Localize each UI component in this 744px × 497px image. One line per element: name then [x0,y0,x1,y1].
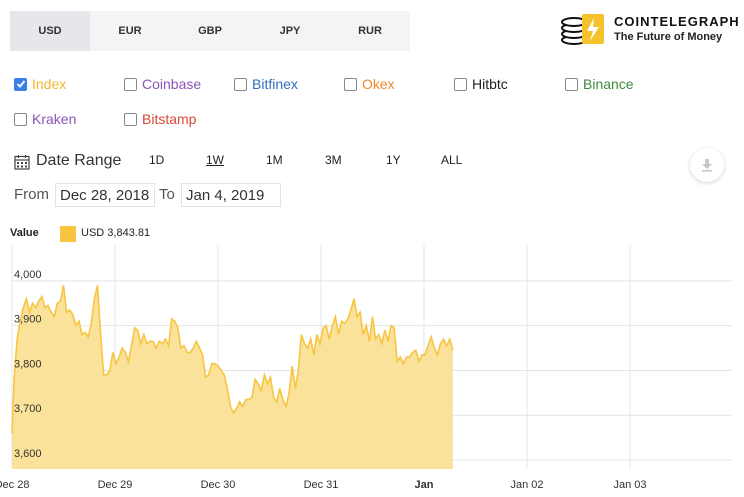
currency-tab-jpy[interactable]: JPY [279,25,301,37]
checkbox[interactable] [565,77,578,91]
date-range-row: Date Range 1D 1W 1M 3M 1Y ALL [14,148,734,182]
checkbox[interactable] [344,77,357,91]
brand-tagline: The Future of Money [614,31,723,43]
series-swatch [60,226,76,242]
calendar-icon [14,155,30,170]
exchange-filters: Index Coinbase Bitfinex Okex Hitbtc Binance Kr… [14,74,734,134]
exchange-okex[interactable]: Okex [344,74,395,94]
x-tick-label: Dec 31 [304,479,339,491]
exchange-label: Coinbase [142,76,202,92]
download-icon [702,159,712,172]
range-all[interactable]: ALL [441,153,463,167]
from-label: From [14,186,49,203]
currency-tab-gbp[interactable]: GBP [198,25,222,37]
x-tick-label: Jan [415,479,434,491]
checkbox[interactable] [234,77,247,91]
date-range-title: Date Range [36,152,122,169]
y-tick-label: 3,800 [14,358,42,370]
exchange-label: Bitstamp [142,111,197,127]
currency-tab-usd[interactable]: USD [10,11,90,51]
brand-name: COINTELEGRAPH [614,14,740,29]
brand-logo-block: COINTELEGRAPH The Future of Money [560,10,740,50]
range-1m[interactable]: 1M [266,153,283,167]
price-chart[interactable]: 3,600 3,700 3,800 3,900 4,000 Dec 28 Dec 29 Dec… [0,245,744,497]
currency-tab-rur[interactable]: RUR [358,25,382,37]
exchange-hitbtc[interactable]: Hitbtc [454,74,508,94]
exchange-bitstamp[interactable]: Bitstamp [124,109,196,129]
exchange-index[interactable]: Index [14,74,66,94]
checkbox[interactable] [124,112,137,126]
range-1y[interactable]: 1Y [386,153,401,167]
currency-tab-eur[interactable]: EUR [118,25,142,37]
series-line [11,285,454,434]
checkbox[interactable] [14,112,27,126]
value-text: USD 3,843.81 [81,227,151,239]
x-tick-label: Dec 29 [98,479,133,491]
x-tick-label: Jan 02 [510,479,543,491]
y-tick-label: 3,700 [14,403,42,415]
range-1d[interactable]: 1D [149,153,165,167]
to-date-input[interactable] [181,183,281,207]
exchange-label: Kraken [32,111,77,127]
y-tick-label: 3,900 [14,314,42,326]
x-tick-label: Jan 03 [613,479,646,491]
y-tick-label: 4,000 [14,269,42,281]
x-tick-label: Dec 30 [201,479,236,491]
exchange-kraken[interactable]: Kraken [14,109,76,129]
to-label: To [159,186,175,203]
exchange-coinbase[interactable]: Coinbase [124,74,201,94]
range-3m[interactable]: 3M [325,153,342,167]
range-1w[interactable]: 1W [206,153,224,167]
series-area [12,285,453,469]
exchange-label: Index [32,76,67,92]
from-date-input[interactable] [55,183,155,207]
exchange-label: Binance [583,76,634,92]
exchange-label: Bitfinex [252,76,298,92]
currency-tabs: USD EUR GBP JPY RUR [10,11,410,51]
x-tick-label: Dec 28 [0,479,29,491]
checkbox[interactable] [124,77,137,91]
exchange-binance[interactable]: Binance [565,74,634,94]
exchange-bitfinex[interactable]: Bitfinex [234,74,298,94]
value-label: Value [10,227,39,239]
checkbox[interactable] [14,77,27,91]
checkbox[interactable] [454,77,467,91]
exchange-label: Okex [362,76,395,92]
cointelegraph-logo-icon [561,14,604,45]
download-button[interactable] [690,148,724,182]
exchange-label: Hitbtc [472,76,508,92]
y-tick-label: 3,600 [14,448,42,460]
